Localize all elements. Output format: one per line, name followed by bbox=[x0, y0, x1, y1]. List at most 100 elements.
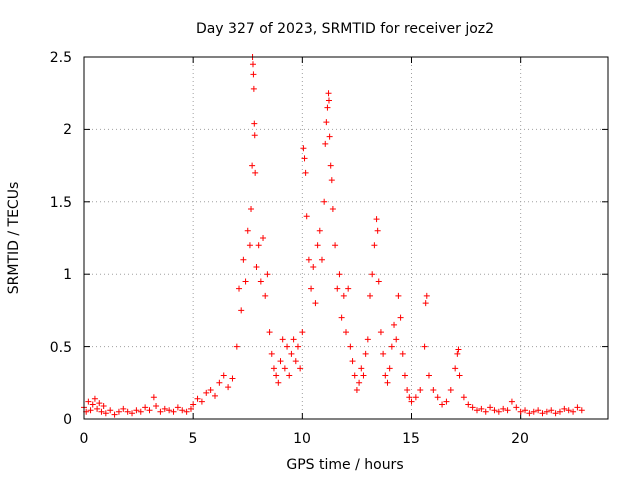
data-point bbox=[570, 408, 577, 415]
data-point bbox=[281, 365, 288, 372]
data-point bbox=[455, 346, 462, 353]
plot-border bbox=[83, 56, 609, 420]
data-point bbox=[460, 394, 467, 401]
data-point bbox=[268, 350, 275, 357]
data-point bbox=[120, 405, 127, 412]
data-point bbox=[393, 336, 400, 343]
data-point bbox=[142, 404, 149, 411]
data-point bbox=[275, 379, 282, 386]
data-point bbox=[305, 256, 312, 263]
data-point bbox=[556, 408, 563, 415]
data-point bbox=[422, 300, 429, 307]
data-point bbox=[150, 394, 157, 401]
data-point bbox=[454, 350, 461, 357]
data-point bbox=[412, 394, 419, 401]
data-point bbox=[115, 408, 122, 415]
data-point bbox=[301, 155, 308, 162]
data-point bbox=[526, 410, 533, 417]
data-point bbox=[343, 329, 349, 336]
data-point bbox=[102, 410, 109, 417]
y-tick-label: 2 bbox=[63, 122, 72, 138]
data-point bbox=[242, 278, 249, 285]
data-point bbox=[345, 285, 352, 292]
data-point bbox=[194, 395, 201, 402]
data-point bbox=[225, 384, 232, 391]
data-point bbox=[397, 314, 404, 321]
data-point bbox=[371, 242, 378, 249]
data-points bbox=[81, 54, 585, 418]
data-point bbox=[401, 372, 408, 379]
data-point bbox=[294, 343, 301, 350]
data-point bbox=[522, 407, 529, 414]
data-point bbox=[447, 387, 454, 394]
data-point bbox=[133, 407, 140, 414]
data-point bbox=[312, 300, 319, 307]
data-point bbox=[364, 336, 371, 343]
y-tick-label: 2.5 bbox=[50, 50, 72, 66]
data-point bbox=[395, 292, 402, 299]
data-point bbox=[270, 365, 277, 372]
data-point bbox=[434, 394, 441, 401]
data-point bbox=[174, 404, 181, 411]
data-point bbox=[170, 408, 177, 415]
x-tick-label: 5 bbox=[189, 431, 198, 447]
y-tick-label: 1 bbox=[63, 267, 72, 283]
data-point bbox=[495, 408, 502, 415]
x-tick-label: 10 bbox=[293, 431, 311, 447]
data-point bbox=[456, 372, 463, 379]
data-point bbox=[299, 329, 306, 336]
data-point bbox=[249, 162, 256, 169]
data-point bbox=[89, 401, 96, 408]
data-point bbox=[482, 408, 489, 415]
data-point bbox=[353, 387, 360, 394]
data-point bbox=[367, 292, 374, 299]
data-point bbox=[349, 358, 356, 365]
data-point bbox=[326, 133, 333, 140]
data-point bbox=[153, 402, 160, 409]
data-point bbox=[388, 343, 395, 350]
data-point bbox=[316, 227, 323, 234]
data-point bbox=[310, 263, 317, 270]
data-point bbox=[517, 408, 524, 415]
data-point bbox=[328, 177, 335, 184]
data-point bbox=[284, 343, 291, 350]
data-point bbox=[375, 278, 382, 285]
data-point bbox=[290, 336, 297, 343]
data-point bbox=[351, 372, 358, 379]
data-point bbox=[535, 407, 542, 414]
data-point bbox=[300, 145, 307, 152]
data-point bbox=[334, 285, 341, 292]
grid bbox=[84, 57, 608, 419]
data-point bbox=[500, 405, 507, 412]
data-point bbox=[94, 405, 101, 412]
data-point bbox=[107, 407, 114, 414]
data-point bbox=[111, 411, 118, 418]
y-tick-label: 1.5 bbox=[50, 195, 72, 211]
data-point bbox=[439, 401, 446, 408]
data-point bbox=[358, 365, 365, 372]
data-point bbox=[229, 375, 236, 382]
data-point bbox=[297, 365, 304, 372]
data-point bbox=[250, 71, 257, 78]
data-point bbox=[98, 408, 105, 415]
data-point bbox=[487, 404, 494, 411]
data-point bbox=[246, 242, 253, 249]
data-point bbox=[236, 285, 243, 292]
data-point bbox=[240, 256, 247, 263]
data-point bbox=[478, 405, 485, 412]
x-tick-label: 20 bbox=[511, 431, 529, 447]
data-point bbox=[408, 398, 415, 405]
data-point bbox=[356, 379, 363, 386]
data-point bbox=[404, 387, 411, 394]
data-point bbox=[266, 329, 273, 336]
y-tick-label: 0 bbox=[63, 412, 72, 428]
chart-title: Day 327 of 2023, SRMTID for receiver joz… bbox=[196, 21, 494, 37]
data-point bbox=[238, 307, 245, 314]
data-point bbox=[183, 408, 190, 415]
data-point bbox=[207, 387, 214, 394]
data-point bbox=[430, 387, 437, 394]
data-point bbox=[369, 271, 376, 278]
data-point bbox=[561, 405, 568, 412]
data-point bbox=[166, 407, 173, 414]
